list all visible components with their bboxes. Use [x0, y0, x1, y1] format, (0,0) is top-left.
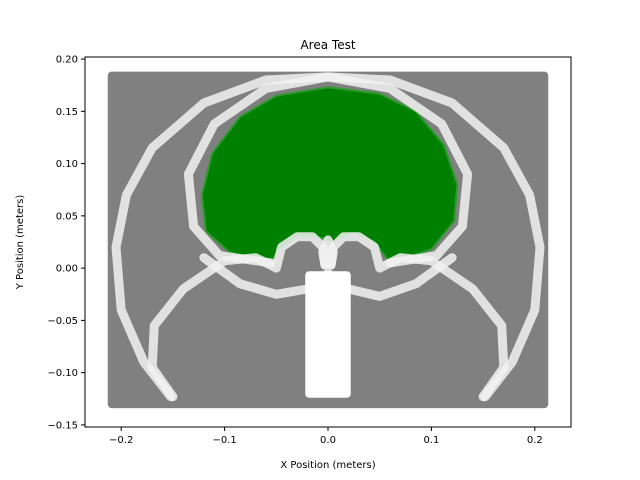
arm-trace-curve-3	[147, 232, 330, 402]
arm-trace-curve-4	[326, 232, 509, 402]
arm-trace-curve-2	[183, 72, 545, 402]
y-tick-label: 0.10	[56, 159, 78, 170]
y-axis: −0.15 −0.10 −0.05 0.00 0.05 0.10 0.15 0.20	[47, 55, 85, 431]
x-axis: −0.2 −0.1 0.0 0.1 0.2	[109, 427, 543, 446]
y-axis-label: Y Position (meters)	[15, 195, 26, 291]
y-tick-label: 0.00	[56, 264, 78, 275]
y-tick-label: 0.05	[56, 211, 78, 222]
y-tick-label: −0.15	[47, 420, 78, 431]
arm-trace-curve-6	[318, 235, 338, 270]
x-tick-label: −0.2	[109, 435, 133, 446]
x-tick-label: −0.1	[212, 435, 236, 446]
plot-area	[107, 71, 549, 409]
chart-title: Area Test	[300, 38, 355, 52]
x-tick-label: 0.1	[423, 435, 439, 446]
arm-trace-curve-1	[111, 72, 473, 402]
y-tick-label: 0.15	[56, 107, 78, 118]
base-rect	[305, 271, 351, 398]
y-tick-label: −0.10	[47, 368, 78, 379]
x-axis-label: X Position (meters)	[280, 460, 375, 471]
x-tick-label: 0.0	[320, 435, 336, 446]
y-tick-label: −0.05	[47, 316, 78, 327]
y-tick-label: 0.20	[56, 55, 78, 66]
x-tick-label: 0.2	[527, 435, 543, 446]
